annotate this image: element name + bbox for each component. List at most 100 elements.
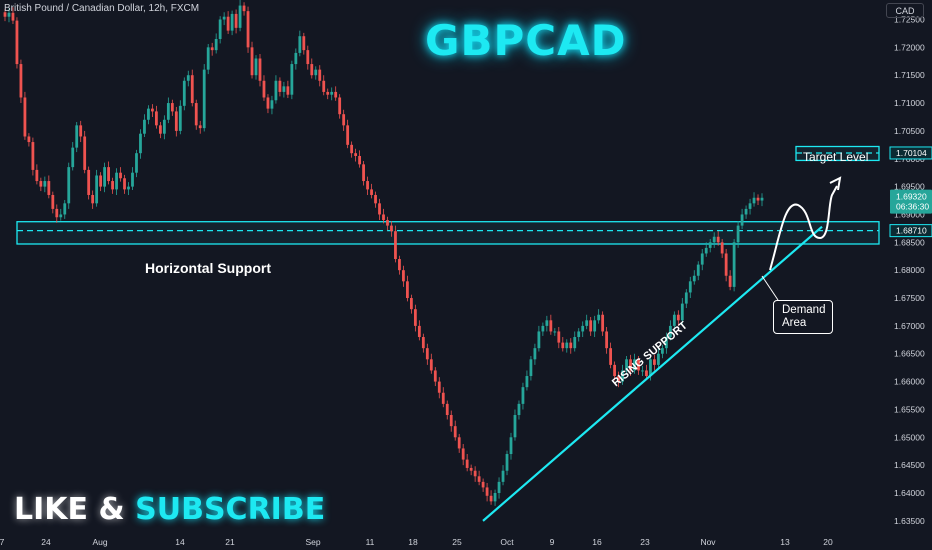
candle-body: [537, 331, 541, 349]
candle-body: [127, 186, 130, 190]
candle-body: [362, 164, 365, 182]
candle-body: [625, 359, 628, 371]
candle-body: [545, 320, 549, 326]
candle-body: [314, 69, 318, 76]
candle-body: [91, 194, 95, 204]
price-tick-label: 1.67000: [894, 321, 925, 331]
candle-body: [609, 348, 612, 365]
demand-label-2: Area: [782, 317, 807, 329]
time-tick-label: 11: [366, 537, 375, 547]
time-tick-label: Sep: [305, 537, 320, 547]
candle-body: [732, 242, 736, 287]
candle-body: [613, 364, 616, 377]
candle-body: [214, 38, 218, 51]
candle-body: [174, 111, 178, 131]
candle-body: [589, 320, 593, 332]
price-tick-label: 1.66500: [894, 349, 925, 359]
price-axis[interactable]: 1.63500 1.64000 1.64500 1.65000 1.65500 1.660…: [894, 14, 925, 525]
candle-body: [629, 359, 632, 371]
candle-body: [342, 114, 346, 126]
candle-body: [621, 370, 624, 382]
candle-body: [433, 370, 437, 382]
candle-body: [198, 125, 202, 129]
candle-body: [286, 86, 290, 95]
candle-body: [736, 225, 740, 243]
trendline: [482, 225, 823, 522]
candle-body: [322, 80, 326, 92]
candle-body: [457, 437, 461, 449]
time-tick-label: Oct: [500, 537, 514, 547]
candle-body: [441, 392, 445, 404]
candle-body: [202, 69, 206, 129]
demand-label-1: Demand: [782, 304, 826, 316]
candle-body: [708, 242, 712, 248]
time-axis[interactable]: 7 24 Aug 14 21 Sep 11 18 25 Oct 9 16 23 Nov 13 20: [0, 537, 833, 547]
time-tick-label: 18: [408, 537, 418, 547]
candle-body: [593, 320, 597, 332]
candle-body: [569, 342, 573, 349]
support-price-tag: [889, 224, 932, 238]
price-tick-label: 1.69500: [894, 182, 925, 192]
price-tick-label: 1.63500: [894, 516, 925, 526]
candle-body: [11, 12, 15, 21]
demand-area-box: Demand Area: [773, 300, 833, 334]
candle-body: [517, 403, 521, 416]
candle-body: [541, 325, 545, 332]
time-tick-label: 24: [41, 537, 51, 547]
currency-button[interactable]: CAD: [886, 3, 924, 18]
candle-body: [565, 342, 569, 349]
candle-body: [473, 470, 477, 477]
candle-body: [182, 80, 186, 106]
candle-body: [660, 348, 664, 354]
time-tick-label: 25: [452, 537, 462, 547]
demand-pointer: [761, 275, 779, 301]
candle-body: [561, 342, 565, 349]
candle-body: [728, 275, 732, 287]
candle-body: [282, 86, 286, 92]
price-tick-label: 1.64000: [894, 488, 925, 498]
candle-body: [509, 437, 513, 455]
candle-body: [131, 172, 134, 187]
candle-body: [529, 359, 533, 377]
candle-body: [330, 91, 334, 95]
candle-body: [573, 337, 577, 349]
candle-body: [716, 236, 720, 243]
time-tick-label: 23: [640, 537, 650, 547]
candle-body: [437, 381, 441, 393]
candle-body: [262, 80, 266, 98]
candle-body: [382, 214, 385, 221]
candle-body: [3, 12, 7, 17]
projection-path: [761, 176, 842, 301]
candle-body: [170, 103, 174, 112]
candle-body: [71, 147, 75, 168]
candle-body: [242, 5, 246, 12]
candle-body: [513, 415, 517, 438]
candle-body: [302, 36, 306, 51]
horizontal-support-zone: [16, 221, 880, 245]
candle-body: [266, 97, 270, 109]
price-tick-label: 1.72500: [894, 14, 925, 24]
candle-body: [95, 175, 99, 204]
candle-body: [139, 133, 142, 154]
zones: [16, 145, 880, 245]
candle-body: [477, 476, 481, 482]
candle-body: [744, 208, 748, 215]
target-price-label: 1.70104: [896, 148, 927, 158]
price-tick-label: 1.65000: [894, 432, 925, 442]
candle-body: [87, 169, 91, 195]
candle-body: [485, 487, 489, 496]
last-price-label: 1.69320: [896, 192, 927, 202]
candle-body: [465, 459, 469, 468]
candle-body: [417, 325, 421, 338]
candle-body: [481, 481, 485, 488]
price-tick-label: 1.68000: [894, 265, 925, 275]
candle-body: [557, 331, 561, 343]
target-price-tag: [889, 146, 932, 160]
candle-body: [748, 203, 752, 209]
candle-body: [39, 181, 43, 187]
candle-body: [676, 314, 680, 321]
candle-body: [756, 197, 760, 201]
candle-body: [649, 359, 652, 377]
candle-body: [75, 125, 79, 148]
